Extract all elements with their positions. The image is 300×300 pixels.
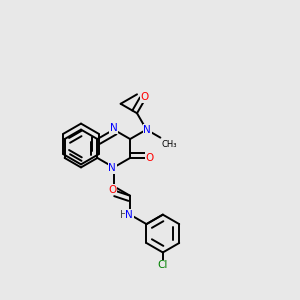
Text: O: O — [140, 92, 149, 102]
Text: N: N — [143, 124, 151, 135]
Text: O: O — [146, 153, 154, 163]
Text: H: H — [120, 210, 127, 220]
Text: CH₃: CH₃ — [162, 140, 177, 149]
Text: O: O — [108, 184, 116, 194]
Text: Cl: Cl — [158, 260, 168, 271]
Text: N: N — [110, 123, 118, 133]
Text: N: N — [125, 210, 133, 220]
Text: N: N — [108, 163, 116, 173]
